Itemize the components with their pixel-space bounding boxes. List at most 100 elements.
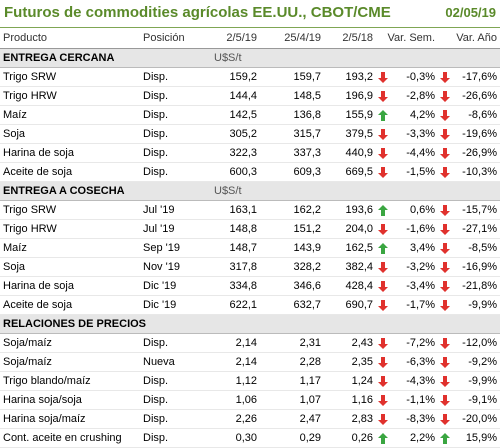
product-cell: Harina soja/soja — [0, 390, 140, 410]
yearly-change-cell: -9,1% — [454, 390, 500, 410]
last-year-price-cell: 1,16 — [324, 390, 376, 410]
yearly-down-arrow-icon — [438, 67, 455, 87]
yearly-change-cell: -21,8% — [454, 276, 500, 296]
table-row: Soja/maíz Nueva 2,14 2,28 2,35 -6,3% -9,2% — [0, 352, 500, 372]
weekly-up-arrow-icon — [376, 200, 394, 220]
weekly-down-arrow-icon — [376, 219, 394, 239]
last-week-price-cell: 162,2 — [260, 200, 324, 220]
weekly-down-arrow-icon — [376, 371, 394, 391]
position-cell: Nov '19 — [140, 257, 204, 277]
last-week-price-cell: 148,5 — [260, 86, 324, 106]
position-cell: Disp. — [140, 86, 204, 106]
weekly-change-cell: -1,7% — [394, 295, 439, 315]
yearly-down-arrow-icon — [438, 105, 455, 125]
last-year-price-cell: 193,2 — [324, 67, 376, 87]
section-header: RELACIONES DE PRECIOS — [0, 314, 500, 334]
weekly-change-cell: -6,3% — [394, 352, 439, 372]
last-week-price-cell: 143,9 — [260, 238, 324, 258]
weekly-down-arrow-icon — [376, 257, 394, 277]
weekly-change-cell: 0,6% — [394, 200, 439, 220]
column-header-product: Producto — [0, 28, 140, 49]
column-header-position: Posición — [140, 28, 204, 49]
last-week-price-cell: 346,6 — [260, 276, 324, 296]
last-week-price-cell: 136,8 — [260, 105, 324, 125]
last-year-price-cell: 428,4 — [324, 276, 376, 296]
weekly-change-cell: 2,2% — [394, 428, 439, 448]
last-year-price-cell: 669,5 — [324, 162, 376, 182]
position-cell: Disp. — [140, 124, 204, 144]
last-year-price-cell: 1,24 — [324, 371, 376, 391]
yearly-down-arrow-icon — [438, 200, 455, 220]
last-year-price-cell: 382,4 — [324, 257, 376, 277]
section-label: ENTREGA A COSECHA — [0, 181, 204, 201]
product-cell: Soja — [0, 124, 140, 144]
last-week-price-cell: 0,29 — [260, 428, 324, 448]
current-price-cell: 305,2 — [204, 124, 260, 144]
product-cell: Trigo HRW — [0, 86, 140, 106]
last-year-price-cell: 379,5 — [324, 124, 376, 144]
yearly-change-cell: -19,6% — [454, 124, 500, 144]
title-bar: Futuros de commodities agrícolas EE.UU.,… — [0, 0, 500, 28]
last-week-price-cell: 328,2 — [260, 257, 324, 277]
weekly-up-arrow-icon — [376, 428, 394, 448]
last-year-price-cell: 440,9 — [324, 143, 376, 163]
weekly-down-arrow-icon — [376, 333, 394, 353]
current-price-cell: 1,12 — [204, 371, 260, 391]
yearly-change-cell: -27,1% — [454, 219, 500, 239]
yearly-down-arrow-icon — [438, 352, 455, 372]
weekly-change-cell: -8,3% — [394, 409, 439, 429]
yearly-down-arrow-icon — [438, 86, 455, 106]
last-year-price-cell: 204,0 — [324, 219, 376, 239]
position-cell: Dic '19 — [140, 276, 204, 296]
product-cell: Maíz — [0, 238, 140, 258]
column-header-yearly-change: Var. Año — [438, 28, 500, 49]
yearly-change-cell: -8,6% — [454, 105, 500, 125]
last-week-price-cell: 337,3 — [260, 143, 324, 163]
weekly-down-arrow-icon — [376, 124, 394, 144]
yearly-up-arrow-icon — [438, 428, 455, 448]
weekly-down-arrow-icon — [376, 276, 394, 296]
column-header-weekly-change: Var. Sem. — [376, 28, 439, 49]
column-header-last-week: 25/4/19 — [260, 28, 324, 49]
current-price-cell: 334,8 — [204, 276, 260, 296]
position-cell: Disp. — [140, 428, 204, 448]
current-price-cell: 2,14 — [204, 333, 260, 353]
table-row: Aceite de soja Dic '19 622,1 632,7 690,7 -1,7… — [0, 295, 500, 315]
product-cell: Trigo HRW — [0, 219, 140, 239]
current-price-cell: 0,30 — [204, 428, 260, 448]
last-week-price-cell: 1,07 — [260, 390, 324, 410]
yearly-down-arrow-icon — [438, 371, 455, 391]
table-row: Trigo HRW Disp. 144,4 148,5 196,9 -2,8% -26,6% — [0, 86, 500, 106]
table-row: Harina soja/soja Disp. 1,06 1,07 1,16 -1,1% -9… — [0, 390, 500, 410]
weekly-down-arrow-icon — [376, 390, 394, 410]
last-week-price-cell: 632,7 — [260, 295, 324, 315]
table-row: Maíz Disp. 142,5 136,8 155,9 4,2% -8,6% — [0, 105, 500, 125]
last-week-price-cell: 2,28 — [260, 352, 324, 372]
last-year-price-cell: 2,35 — [324, 352, 376, 372]
table-row: Trigo blando/maíz Disp. 1,12 1,17 1,24 -4,3% -… — [0, 371, 500, 391]
weekly-down-arrow-icon — [376, 86, 394, 106]
position-cell: Disp. — [140, 371, 204, 391]
yearly-down-arrow-icon — [438, 276, 455, 296]
weekly-change-cell: -2,8% — [394, 86, 439, 106]
weekly-down-arrow-icon — [376, 409, 394, 429]
position-cell: Dic '19 — [140, 295, 204, 315]
position-cell: Disp. — [140, 143, 204, 163]
position-cell: Disp. — [140, 105, 204, 125]
position-cell: Jul '19 — [140, 219, 204, 239]
weekly-down-arrow-icon — [376, 143, 394, 163]
weekly-change-cell: -0,3% — [394, 67, 439, 87]
table-header-row: Producto Posición 2/5/19 25/4/19 2/5/18 … — [0, 28, 500, 49]
weekly-change-cell: -1,6% — [394, 219, 439, 239]
table-row: Soja Nov '19 317,8 328,2 382,4 -3,2% -16,9% — [0, 257, 500, 277]
weekly-change-cell: -3,2% — [394, 257, 439, 277]
position-cell: Jul '19 — [140, 200, 204, 220]
yearly-change-cell: -15,7% — [454, 200, 500, 220]
weekly-down-arrow-icon — [376, 67, 394, 87]
weekly-down-arrow-icon — [376, 295, 394, 315]
position-cell: Sep '19 — [140, 238, 204, 258]
table-row: Maíz Sep '19 148,7 143,9 162,5 3,4% -8,5% — [0, 238, 500, 258]
table-row: Harina de soja Disp. 322,3 337,3 440,9 -4,4% -… — [0, 143, 500, 163]
current-price-cell: 322,3 — [204, 143, 260, 163]
yearly-down-arrow-icon — [438, 295, 455, 315]
